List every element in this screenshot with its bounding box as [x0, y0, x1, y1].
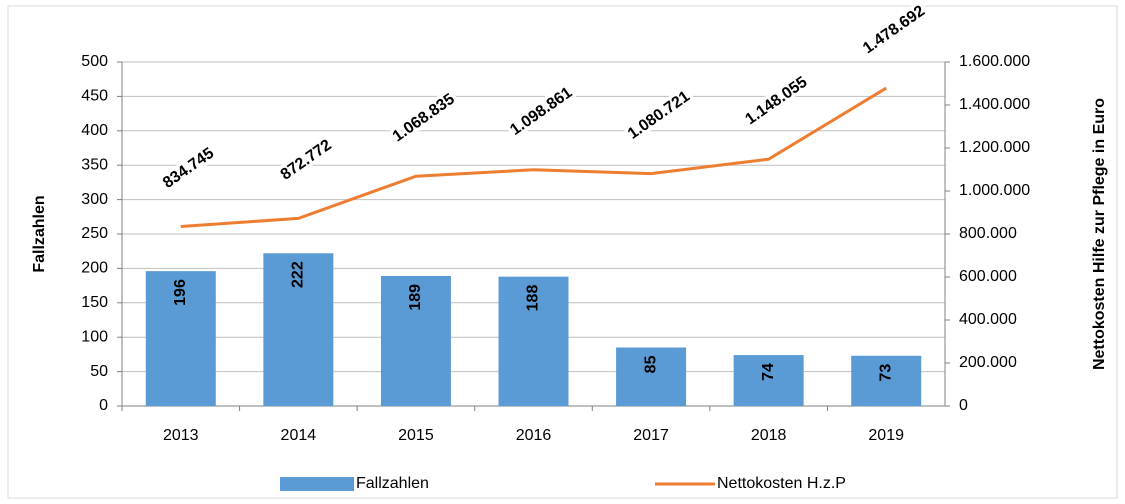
- line: [180, 86, 887, 229]
- x-tick-label: 2016: [516, 427, 552, 444]
- y2-tick-label: 400.000: [959, 311, 1017, 328]
- y-axis-label: Fallzahlen: [31, 195, 48, 272]
- x-tick-label: 2015: [398, 427, 434, 444]
- y-tick-label: 0: [99, 397, 108, 414]
- x-tick-label: 2017: [633, 427, 669, 444]
- y-tick-label: 100: [81, 328, 108, 345]
- y-tick-label: 450: [81, 88, 108, 105]
- y2-tick-label: 1.600.000: [959, 53, 1030, 70]
- bar-value-label: 222: [290, 261, 307, 288]
- legend-label: Nettokosten H.z.P: [717, 475, 846, 492]
- y-tick-label: 50: [90, 363, 108, 380]
- bar: [263, 253, 334, 406]
- y2-tick-label: 1.000.000: [959, 182, 1030, 199]
- bar-value-label: 196: [172, 279, 189, 306]
- x-tick-label: 2018: [751, 427, 787, 444]
- y-tick-label: 400: [81, 122, 108, 139]
- bar: [733, 355, 804, 406]
- y-tick-label: 200: [81, 260, 108, 277]
- x-tick-label: 2014: [281, 427, 317, 444]
- y2-tick-label: 0: [959, 397, 968, 414]
- bar-value-label: 188: [525, 285, 542, 312]
- chart-border: [7, 5, 1118, 499]
- y-tick-label: 350: [81, 156, 108, 173]
- bar: [851, 355, 922, 406]
- y2-tick-label: 1.400.000: [959, 96, 1030, 113]
- bar: [498, 276, 569, 406]
- y2-tick-label: 200.000: [959, 354, 1017, 371]
- y-tick-label: 150: [81, 294, 108, 311]
- legend-swatch: [280, 477, 354, 491]
- bar: [145, 271, 216, 406]
- y2-tick-label: 600.000: [959, 268, 1017, 285]
- bar-value-label: 74: [760, 363, 777, 381]
- bar-value-label: 73: [877, 364, 894, 382]
- y-tick-label: 300: [81, 191, 108, 208]
- bar-value-label: 189: [407, 284, 424, 311]
- y2-tick-label: 800.000: [959, 225, 1017, 242]
- bar-value-label: 85: [642, 355, 659, 373]
- y-tick-label: 500: [81, 53, 108, 70]
- x-tick-label: 2019: [868, 427, 904, 444]
- bar: [616, 347, 687, 406]
- x-tick-label: 2013: [163, 427, 199, 444]
- bar: [380, 275, 451, 406]
- y2-tick-label: 1.200.000: [959, 139, 1030, 156]
- legend-label: Fallzahlen: [356, 475, 429, 492]
- y2-axis-label: Nettokosten Hilfe zur Pflege in Euro: [1091, 98, 1108, 370]
- y-tick-label: 250: [81, 225, 108, 242]
